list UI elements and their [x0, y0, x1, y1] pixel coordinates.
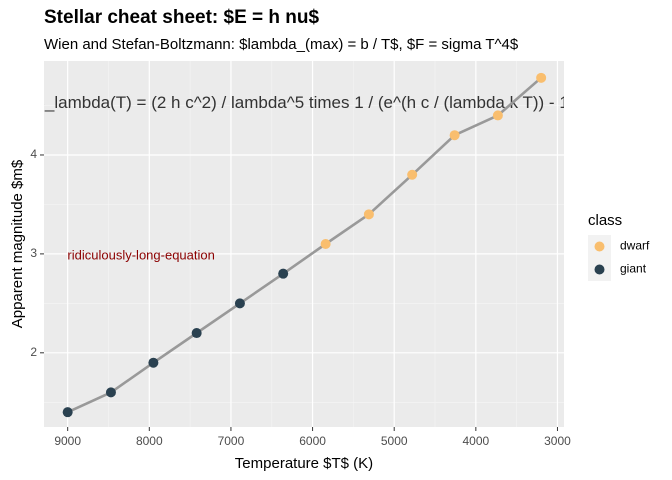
- data-point-giant: [62, 407, 73, 418]
- data-point-giant: [148, 357, 159, 368]
- y-tick-label: 4: [30, 147, 37, 161]
- grid-lines: [44, 61, 564, 427]
- legend-label-giant: giant: [620, 262, 647, 276]
- legend-swatch-dwarf: [594, 241, 605, 252]
- x-tick-label: 8000: [136, 434, 163, 448]
- data-point-dwarf: [536, 72, 547, 83]
- data-point-dwarf: [407, 169, 418, 180]
- x-tick-label: 7000: [218, 434, 245, 448]
- y-tick-label: 2: [30, 345, 37, 359]
- data-point-dwarf: [320, 239, 331, 249]
- series-line: [67, 76, 542, 414]
- data-series: [62, 72, 547, 418]
- chart-subtitle: Wien and Stefan-Boltzmann: $lambda_(max)…: [44, 36, 519, 53]
- x-tick-label: 9000: [54, 434, 81, 448]
- data-point-dwarf: [449, 130, 460, 141]
- x-axis-title: Temperature $T$ (K): [235, 455, 373, 472]
- y-tick-label: 3: [30, 246, 37, 260]
- legend-title: class: [588, 212, 622, 229]
- data-point-giant: [105, 387, 116, 398]
- data-point-giant: [234, 298, 245, 309]
- chart-title: Stellar cheat sheet: $E = h nu$: [44, 7, 320, 28]
- y-axis-title: Apparent magnitude $m$: [9, 159, 26, 328]
- axes: 9000 8000 7000 6000 5000 4000 3000 2 3 4 Temperatu…: [9, 147, 571, 472]
- data-point-dwarf: [363, 209, 374, 220]
- x-tick-label: 3000: [544, 434, 571, 448]
- annotations: B_lambda(T) = (2 h c^2) / lambda^5 times…: [34, 93, 575, 262]
- x-tick-label: 6000: [299, 434, 326, 448]
- data-point-dwarf: [492, 110, 503, 121]
- equation-label-annotation: ridiculously-long-equation: [67, 247, 214, 262]
- data-point-giant: [278, 268, 289, 279]
- legend-label-dwarf: dwarf: [620, 239, 650, 253]
- data-point-giant: [191, 328, 202, 339]
- legend: class dwarf giant: [588, 212, 650, 281]
- legend-swatch-giant: [594, 264, 605, 275]
- x-tick-label: 4000: [462, 434, 489, 448]
- planck-equation-annotation: B_lambda(T) = (2 h c^2) / lambda^5 times…: [34, 93, 575, 112]
- x-tick-label: 5000: [381, 434, 408, 448]
- plot-panel: [44, 61, 564, 427]
